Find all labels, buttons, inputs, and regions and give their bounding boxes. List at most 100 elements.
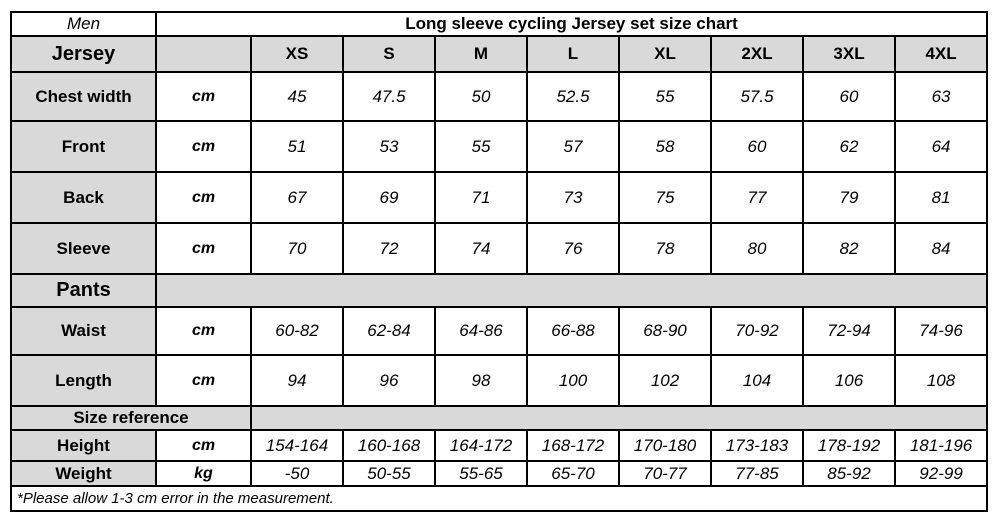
value-cell: 100 [526,354,620,407]
value-cell: 170-180 [618,429,712,462]
value-cell: 74 [434,222,528,275]
jersey-header-row: Jersey XS S M L XL 2XL 3XL 4XL [10,35,989,73]
value-cell: 81 [893,171,989,224]
value-cell: 64 [893,120,989,173]
section-jersey-header: Jersey [10,35,157,73]
value-cell: 50 [434,71,528,122]
value-cell: 104 [710,354,804,407]
unit-header-spacer [155,35,252,73]
row-label-height: Height [10,429,157,462]
unit-cell: cm [155,120,252,173]
value-cell: 60 [710,120,804,173]
value-cell: 55 [434,120,528,173]
size-header-4xl: 4XL [893,35,989,73]
size-chart-table: Men Long sleeve cycling Jersey set size … [9,11,989,512]
size-header-xs: XS [250,35,344,73]
size-header-3xl: 3XL [802,35,896,73]
row-chest-width: Chest width cm 45 47.5 50 52.5 55 57.5 6… [10,71,989,122]
unit-cell: cm [155,429,252,462]
value-cell: 64-86 [434,306,528,356]
value-cell: 50-55 [342,460,436,487]
value-cell: 70-77 [618,460,712,487]
footnote: *Please allow 1-3 cm error in the measur… [9,485,989,512]
value-cell: 77-85 [710,460,804,487]
value-cell: 84 [893,222,989,275]
value-cell: 77 [710,171,804,224]
value-cell: 58 [618,120,712,173]
value-cell: 71 [434,171,528,224]
row-height: Height cm 154-164 160-168 164-172 168-17… [10,429,989,462]
value-cell: 73 [526,171,620,224]
size-header-m: M [434,35,528,73]
value-cell: 79 [802,171,896,224]
value-cell: 154-164 [250,429,344,462]
value-cell: 106 [802,354,896,407]
value-cell: 164-172 [434,429,528,462]
value-cell: 76 [526,222,620,275]
value-cell: 67 [250,171,344,224]
row-label-back: Back [10,171,157,224]
value-cell: 66-88 [526,306,620,356]
value-cell: 55-65 [434,460,528,487]
size-header-l: L [526,35,620,73]
value-cell: 74-96 [893,306,989,356]
value-cell: 72 [342,222,436,275]
pants-header-row: Pants [10,273,989,308]
row-back: Back cm 67 69 71 73 75 77 79 81 [10,171,989,224]
value-cell: 80 [710,222,804,275]
value-cell: 98 [434,354,528,407]
value-cell: 53 [342,120,436,173]
row-sleeve: Sleeve cm 70 72 74 76 78 80 82 84 [10,222,989,275]
row-label-sleeve: Sleeve [10,222,157,275]
value-cell: 60 [802,71,896,122]
value-cell: 96 [342,354,436,407]
size-reference-header-row: Size reference [10,405,989,431]
value-cell: 173-183 [710,429,804,462]
value-cell: 60-82 [250,306,344,356]
value-cell: 63 [893,71,989,122]
row-length: Length cm 94 96 98 100 102 104 106 108 [10,354,989,407]
row-waist: Waist cm 60-82 62-84 64-86 66-88 68-90 7… [10,306,989,356]
value-cell: 94 [250,354,344,407]
value-cell: 70 [250,222,344,275]
title-row: Men Long sleeve cycling Jersey set size … [10,11,989,37]
size-reference-spacer [249,405,989,431]
footnote-row: *Please allow 1-3 cm error in the measur… [9,485,989,512]
row-label-front: Front [10,120,157,173]
row-label-chest-width: Chest width [10,71,157,122]
unit-cell: cm [155,354,252,407]
value-cell: 47.5 [342,71,436,122]
size-header-s: S [342,35,436,73]
value-cell: 178-192 [802,429,896,462]
value-cell: 181-196 [893,429,989,462]
value-cell: 168-172 [526,429,620,462]
value-cell: 85-92 [802,460,896,487]
value-cell: 62 [802,120,896,173]
chart-title: Long sleeve cycling Jersey set size char… [154,11,989,37]
value-cell: 102 [618,354,712,407]
value-cell: -50 [250,460,344,487]
size-header-xl: XL [618,35,712,73]
value-cell: 57 [526,120,620,173]
value-cell: 68-90 [618,306,712,356]
value-cell: 65-70 [526,460,620,487]
row-label-waist: Waist [10,306,157,356]
unit-cell: cm [155,71,252,122]
row-label-weight: Weight [10,460,157,487]
section-size-reference-header: Size reference [10,405,252,431]
value-cell: 62-84 [342,306,436,356]
unit-cell: cm [155,171,252,224]
value-cell: 55 [618,71,712,122]
gender-label: Men [10,11,157,37]
value-cell: 78 [618,222,712,275]
value-cell: 108 [893,354,989,407]
unit-cell: kg [155,460,252,487]
row-label-length: Length [10,354,157,407]
value-cell: 70-92 [710,306,804,356]
value-cell: 57.5 [710,71,804,122]
value-cell: 69 [342,171,436,224]
unit-cell: cm [155,306,252,356]
value-cell: 75 [618,171,712,224]
value-cell: 45 [250,71,344,122]
section-pants-header: Pants [10,273,157,308]
